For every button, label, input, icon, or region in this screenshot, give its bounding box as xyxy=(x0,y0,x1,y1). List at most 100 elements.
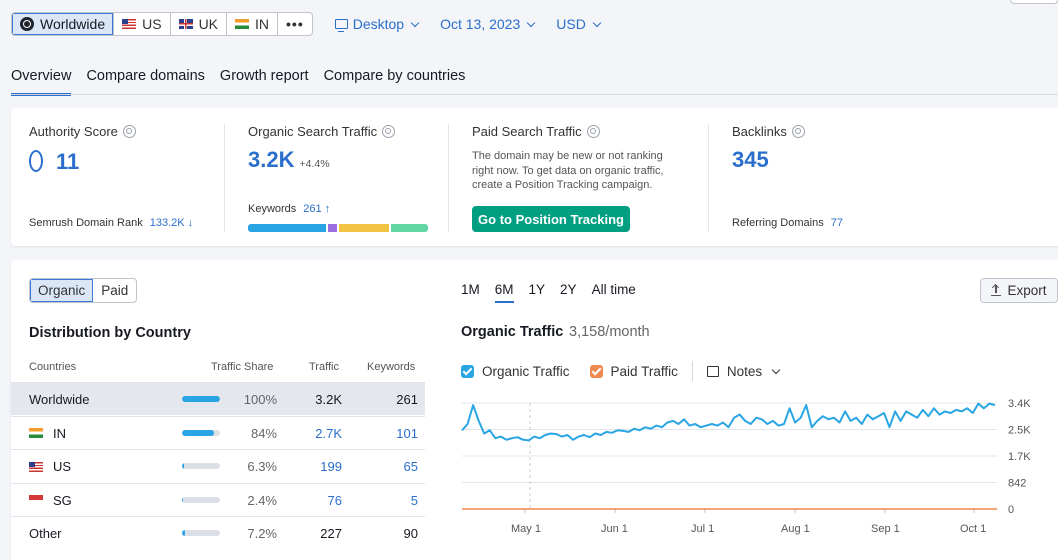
domain-rank: Semrush Domain Rank 133.2K ↓ xyxy=(29,217,193,229)
uk-flag-icon xyxy=(178,19,193,29)
export-label: Export xyxy=(1007,283,1047,298)
date-label: Oct 13, 2023 xyxy=(440,16,521,32)
authority-score-value[interactable]: 11 xyxy=(56,149,80,174)
keywords-value[interactable]: 65 xyxy=(403,459,418,474)
keyword-bar-segment[interactable] xyxy=(248,224,327,232)
organic-traffic-checkbox[interactable] xyxy=(461,364,474,378)
keywords-value[interactable]: 101 xyxy=(396,425,418,441)
keywords-value[interactable]: 5 xyxy=(410,492,418,508)
paid-traffic-widget: Paid Search Traffic The domain may be ne… xyxy=(472,124,687,193)
traffic-share-value: 100% xyxy=(243,392,277,407)
country-label: US xyxy=(53,459,72,474)
top-controls: Worldwide US UK IN ••• Desktop Oct 13, 2… xyxy=(11,12,602,36)
y-tick-label: 842 xyxy=(1008,478,1026,490)
referring-domains-label: Referring Domains xyxy=(732,217,824,229)
metric-divider xyxy=(224,124,225,232)
period-6m[interactable]: 6M xyxy=(494,282,514,303)
col-traffic[interactable]: Traffic xyxy=(309,361,339,373)
traffic-value[interactable]: 2.7K xyxy=(315,425,342,441)
share-bar-fill xyxy=(182,463,185,469)
keyword-bar-segment[interactable] xyxy=(339,224,390,232)
tabs-divider xyxy=(11,94,1058,95)
organic-traffic-chart[interactable]: 3.4K 2.5K 1.7K 842 0 May 1 Jun 1 Jul 1 Aug 1 Sep … xyxy=(11,260,1058,560)
domain-rank-label: Semrush Domain Rank xyxy=(29,217,143,229)
info-icon[interactable] xyxy=(791,125,805,138)
keyword-distribution-bar xyxy=(248,224,428,232)
traffic-value: 3.2K xyxy=(315,392,342,407)
share-bar xyxy=(182,530,220,536)
region-label: UK xyxy=(198,16,219,32)
x-tick-label: Jul 1 xyxy=(691,523,714,535)
device-label: Desktop xyxy=(352,16,405,32)
us-flag-icon xyxy=(29,461,43,472)
keywords-value: 90 xyxy=(403,526,418,541)
x-tick-label: Aug 1 xyxy=(781,523,810,535)
region-in[interactable]: IN xyxy=(227,13,279,35)
col-keywords[interactable]: Keywords xyxy=(367,361,416,373)
col-traffic-share[interactable]: Traffic Share xyxy=(211,361,274,373)
region-uk[interactable]: UK xyxy=(171,13,228,35)
country-name: US xyxy=(29,459,71,474)
country-label: SG xyxy=(53,492,72,508)
traffic-card: Organic Paid Distribution by Country Cou… xyxy=(11,260,1058,560)
region-worldwide[interactable]: Worldwide xyxy=(12,13,115,35)
currency-dropdown[interactable]: USD xyxy=(556,16,602,32)
sg-flag-icon xyxy=(29,495,43,505)
region-us[interactable]: US xyxy=(114,13,171,35)
period-all-time[interactable]: All time xyxy=(591,282,636,297)
country-name: Other xyxy=(29,526,62,541)
device-dropdown[interactable]: Desktop xyxy=(334,16,420,32)
info-icon[interactable] xyxy=(122,125,136,138)
organic-traffic-label: Organic Search Traffic xyxy=(248,124,378,139)
country-name: IN xyxy=(29,426,66,441)
tab-compare-by-countries[interactable]: Compare by countries xyxy=(323,68,466,84)
region-label: IN xyxy=(255,16,270,32)
currency-label: USD xyxy=(556,16,586,32)
in-flag-icon xyxy=(235,19,250,29)
go-to-position-tracking-button[interactable]: Go to Position Tracking xyxy=(472,206,630,232)
keyword-bar-segment[interactable] xyxy=(328,224,338,232)
authority-score-widget: Authority Score 11 xyxy=(29,124,136,175)
toggle-organic[interactable]: Organic xyxy=(30,279,94,302)
toggle-paid[interactable]: Paid xyxy=(101,283,129,298)
chart-legend: Organic Traffic Paid Traffic Notes xyxy=(461,361,781,381)
desktop-icon xyxy=(334,19,348,32)
notes-dropdown[interactable]: Notes xyxy=(726,363,763,379)
keyword-bar-segment[interactable] xyxy=(391,224,428,232)
traffic-value[interactable]: 199 xyxy=(320,459,342,474)
table-row[interactable]: IN 84% 2.7K 101 xyxy=(11,415,425,449)
more-regions-button[interactable]: ••• xyxy=(286,16,304,32)
tab-overview[interactable]: Overview xyxy=(11,68,72,96)
share-bar-fill xyxy=(182,396,220,402)
share-bar-fill xyxy=(182,429,214,436)
paid-traffic-checkbox[interactable] xyxy=(589,364,603,378)
table-row[interactable]: US 6.3% 199 65 xyxy=(11,449,425,482)
table-row[interactable]: Other 7.2% 227 90 xyxy=(11,516,425,549)
report-tabs: Overview Compare domains Growth report C… xyxy=(11,68,465,96)
tab-compare-domains[interactable]: Compare domains xyxy=(86,68,205,84)
table-row[interactable]: SG 2.4% 76 5 xyxy=(11,482,425,516)
period-1y[interactable]: 1Y xyxy=(528,282,546,297)
info-icon[interactable] xyxy=(586,125,600,138)
table-row[interactable]: Worldwide 100% 3.2K 261 xyxy=(11,382,425,415)
date-dropdown[interactable]: Oct 13, 2023 xyxy=(440,16,536,32)
metric-divider xyxy=(708,124,709,232)
traffic-value[interactable]: 76 xyxy=(327,492,342,508)
chart-value: 3,158/month xyxy=(569,324,650,340)
tab-growth-report[interactable]: Growth report xyxy=(219,68,309,84)
organic-traffic-value[interactable]: 3.2K xyxy=(248,147,295,172)
header-button-edge[interactable] xyxy=(1010,0,1058,4)
info-icon[interactable] xyxy=(382,125,396,138)
domain-rank-value[interactable]: 133.2K ↓ xyxy=(149,217,194,229)
distribution-title: Distribution by Country xyxy=(29,325,191,341)
backlinks-value[interactable]: 345 xyxy=(732,147,769,172)
period-2y[interactable]: 2Y xyxy=(560,282,577,297)
referring-domains-value[interactable]: 77 xyxy=(830,217,843,229)
chevron-down-icon xyxy=(592,18,602,27)
region-label: Worldwide xyxy=(40,16,106,32)
period-1m[interactable]: 1M xyxy=(461,282,480,297)
chevron-down-icon xyxy=(527,18,536,27)
legend-paid-label: Paid Traffic xyxy=(610,363,678,379)
organic-traffic-widget: Organic Search Traffic 3.2K +4.4% xyxy=(248,124,396,173)
keywords-value[interactable]: 261 ↑ xyxy=(303,203,331,215)
